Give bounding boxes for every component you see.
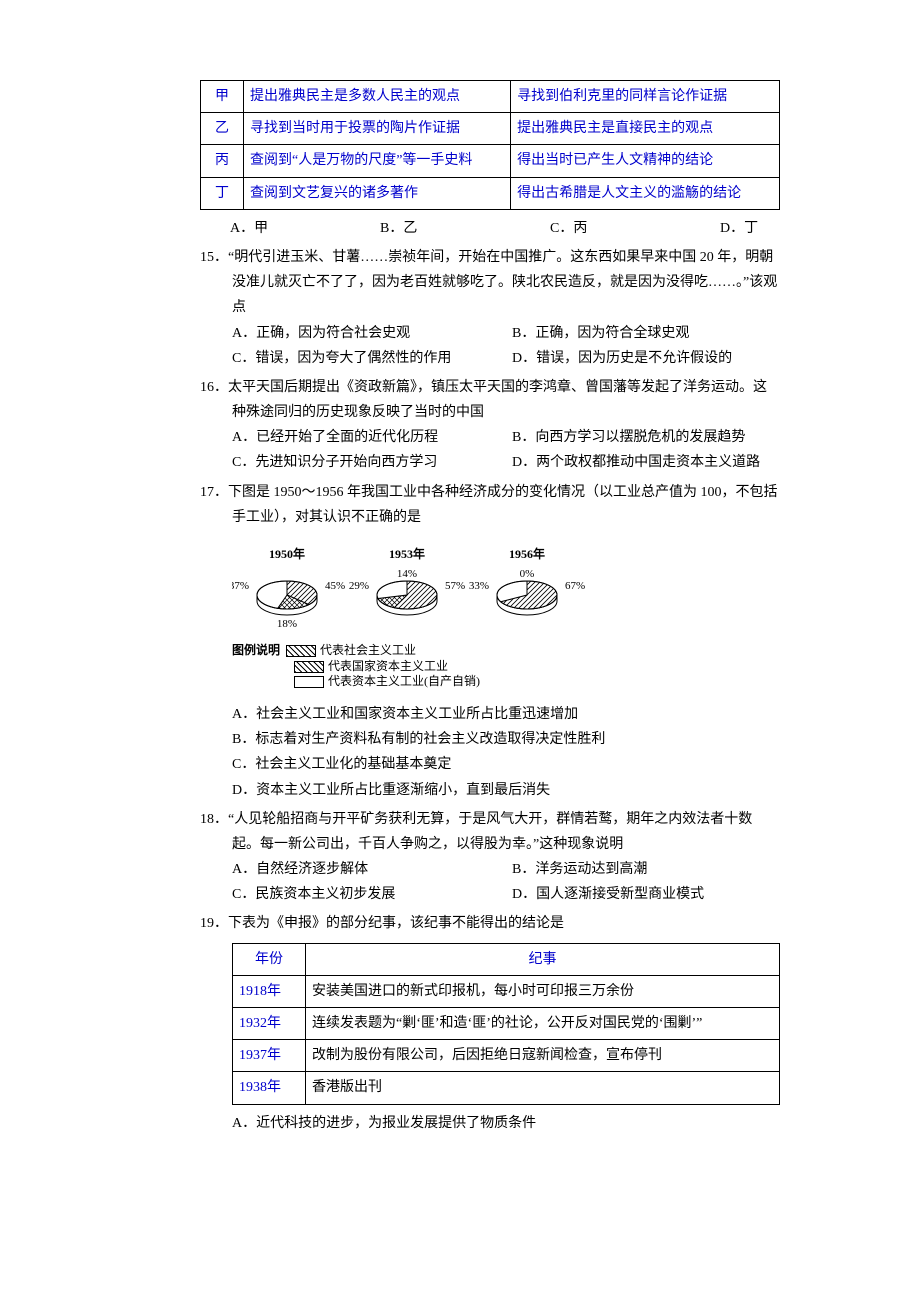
q17-opt-d: D．资本主义工业所占比重逐渐缩小，直到最后消失 (232, 778, 780, 803)
q17-opt-c: C．社会主义工业化的基础基本奠定 (232, 752, 780, 777)
choice-b: B．乙 (380, 216, 550, 241)
q18-opt-d: D．国人逐渐接受新型商业模式 (512, 882, 792, 907)
table-shenbao: 年份 纪事 1918年安装美国进口的新式印报机，每小时可印报三万余份1932年连… (232, 943, 780, 1105)
shenbao-header-event: 纪事 (306, 943, 780, 975)
question-16: 16．太平天国后期提出《资政新篇》，镇压太平天国的李鸿章、曾国藩等发起了洋务运动… (200, 375, 780, 476)
chart-legend: 图例说明 代表社会主义工业 代表国家资本主义工业 代表资本主义工业(自产自销) (232, 643, 780, 690)
legend-label-1: 代表社会主义工业 (320, 643, 416, 659)
svg-text:0%: 0% (520, 568, 535, 580)
q15-opt-a: A．正确，因为符合社会史观 (232, 321, 512, 346)
legend-swatch-blank (294, 676, 324, 688)
q14-choices: A．甲 B．乙 C．丙 D．丁 (200, 216, 780, 241)
choice-a: A．甲 (230, 216, 380, 241)
q15-opt-b: B．正确，因为符合全球史观 (512, 321, 792, 346)
q16-opt-a: A．已经开始了全面的近代化历程 (232, 425, 512, 450)
q18-opt-b: B．洋务运动达到高潮 (512, 857, 792, 882)
svg-text:33%: 33% (469, 580, 489, 592)
question-19: 19．下表为《申报》的部分纪事，该纪事不能得出的结论是 年份 纪事 1918年安… (200, 911, 780, 1135)
table-row: 甲提出雅典民主是多数人民主的观点寻找到伯利克里的同样言论作证据 (201, 81, 780, 113)
legend-lead: 图例说明 (232, 643, 280, 659)
svg-text:14%: 14% (397, 568, 417, 580)
table-row: 丙查阅到“人是万物的尺度”等一手史料得出当时已产生人文精神的结论 (201, 145, 780, 177)
question-17: 17．下图是 1950～1956 年我国工业中各种经济成分的变化情况（以工业总产… (200, 480, 780, 803)
q15-opt-c: C．错误，因为夸大了偶然性的作用 (232, 346, 512, 371)
svg-text:45%: 45% (325, 580, 345, 592)
table-row: 乙寻找到当时用于投票的陶片作证据提出雅典民主是直接民主的观点 (201, 113, 780, 145)
table-row: 1932年连续发表题为“剿‘匪’和造‘匪’的社论，公开反对国民党的‘围剿’” (233, 1008, 780, 1040)
q17-opt-a: A．社会主义工业和国家资本主义工业所占比重迅速增加 (232, 702, 780, 727)
shenbao-header-year: 年份 (233, 943, 306, 975)
table-row: 1918年安装美国进口的新式印报机，每小时可印报三万余份 (233, 975, 780, 1007)
choice-c: C．丙 (550, 216, 720, 241)
svg-text:37%: 37% (232, 580, 249, 592)
svg-text:57%: 57% (445, 580, 465, 592)
legend-swatch-cross (294, 661, 324, 673)
legend-label-3: 代表资本主义工业(自产自销) (328, 674, 480, 690)
q18-opt-a: A．自然经济逐步解体 (232, 857, 512, 882)
q17-opt-b: B．标志着对生产资料私有制的社会主义改造取得决定性胜利 (232, 727, 780, 752)
table-row: 1937年改制为股份有限公司，后因拒绝日寇新闻检查，宣布停刊 (233, 1040, 780, 1072)
legend-label-2: 代表国家资本主义工业 (328, 659, 448, 675)
choice-d: D．丁 (720, 216, 758, 241)
svg-text:1950年: 1950年 (269, 546, 305, 561)
question-15: 15．“明代引进玉米、甘薯……崇祯年间，开始在中国推广。这东西如果早来中国 20… (200, 245, 780, 371)
table-q14: 甲提出雅典民主是多数人民主的观点寻找到伯利克里的同样言论作证据乙寻找到当时用于投… (200, 80, 780, 210)
q17-text: 17．下图是 1950～1956 年我国工业中各种经济成分的变化情况（以工业总产… (200, 480, 780, 530)
table-row: 丁查阅到文艺复兴的诸多著作得出古希腊是人文主义的滥觞的结论 (201, 177, 780, 209)
q19-text: 19．下表为《申报》的部分纪事，该纪事不能得出的结论是 (200, 911, 780, 936)
q16-opt-d: D．两个政权都推动中国走资本主义道路 (512, 450, 792, 475)
q18-opt-c: C．民族资本主义初步发展 (232, 882, 512, 907)
svg-text:1956年: 1956年 (509, 546, 545, 561)
legend-swatch-diag (286, 645, 316, 657)
q19-opt-a: A．近代科技的进步，为报业发展提供了物质条件 (232, 1111, 780, 1136)
pie-charts-svg: 1950年 37% 45% 18% 1953年 29% 57% 14% 1956年 33% 67% 0… (232, 540, 592, 630)
svg-text:1953年: 1953年 (389, 546, 425, 561)
svg-text:67%: 67% (565, 580, 585, 592)
q16-opt-c: C．先进知识分子开始向西方学习 (232, 450, 512, 475)
q15-opt-d: D．错误，因为历史是不允许假设的 (512, 346, 792, 371)
q18-text: 18．“人见轮船招商与开平矿务获利无算，于是风气大开，群情若鹜，期年之内效法者十… (200, 807, 780, 857)
q15-text: 15．“明代引进玉米、甘薯……崇祯年间，开始在中国推广。这东西如果早来中国 20… (200, 245, 780, 321)
table-row: 1938年香港版出刊 (233, 1072, 780, 1104)
question-18: 18．“人见轮船招商与开平矿务获利无算，于是风气大开，群情若鹜，期年之内效法者十… (200, 807, 780, 908)
svg-text:18%: 18% (277, 618, 297, 630)
q16-text: 16．太平天国后期提出《资政新篇》，镇压太平天国的李鸿章、曾国藩等发起了洋务运动… (200, 375, 780, 425)
q16-opt-b: B．向西方学习以摆脱危机的发展趋势 (512, 425, 792, 450)
svg-text:29%: 29% (349, 580, 369, 592)
q17-chart: 1950年 37% 45% 18% 1953年 29% 57% 14% 1956年 33% 67% 0… (200, 540, 780, 690)
